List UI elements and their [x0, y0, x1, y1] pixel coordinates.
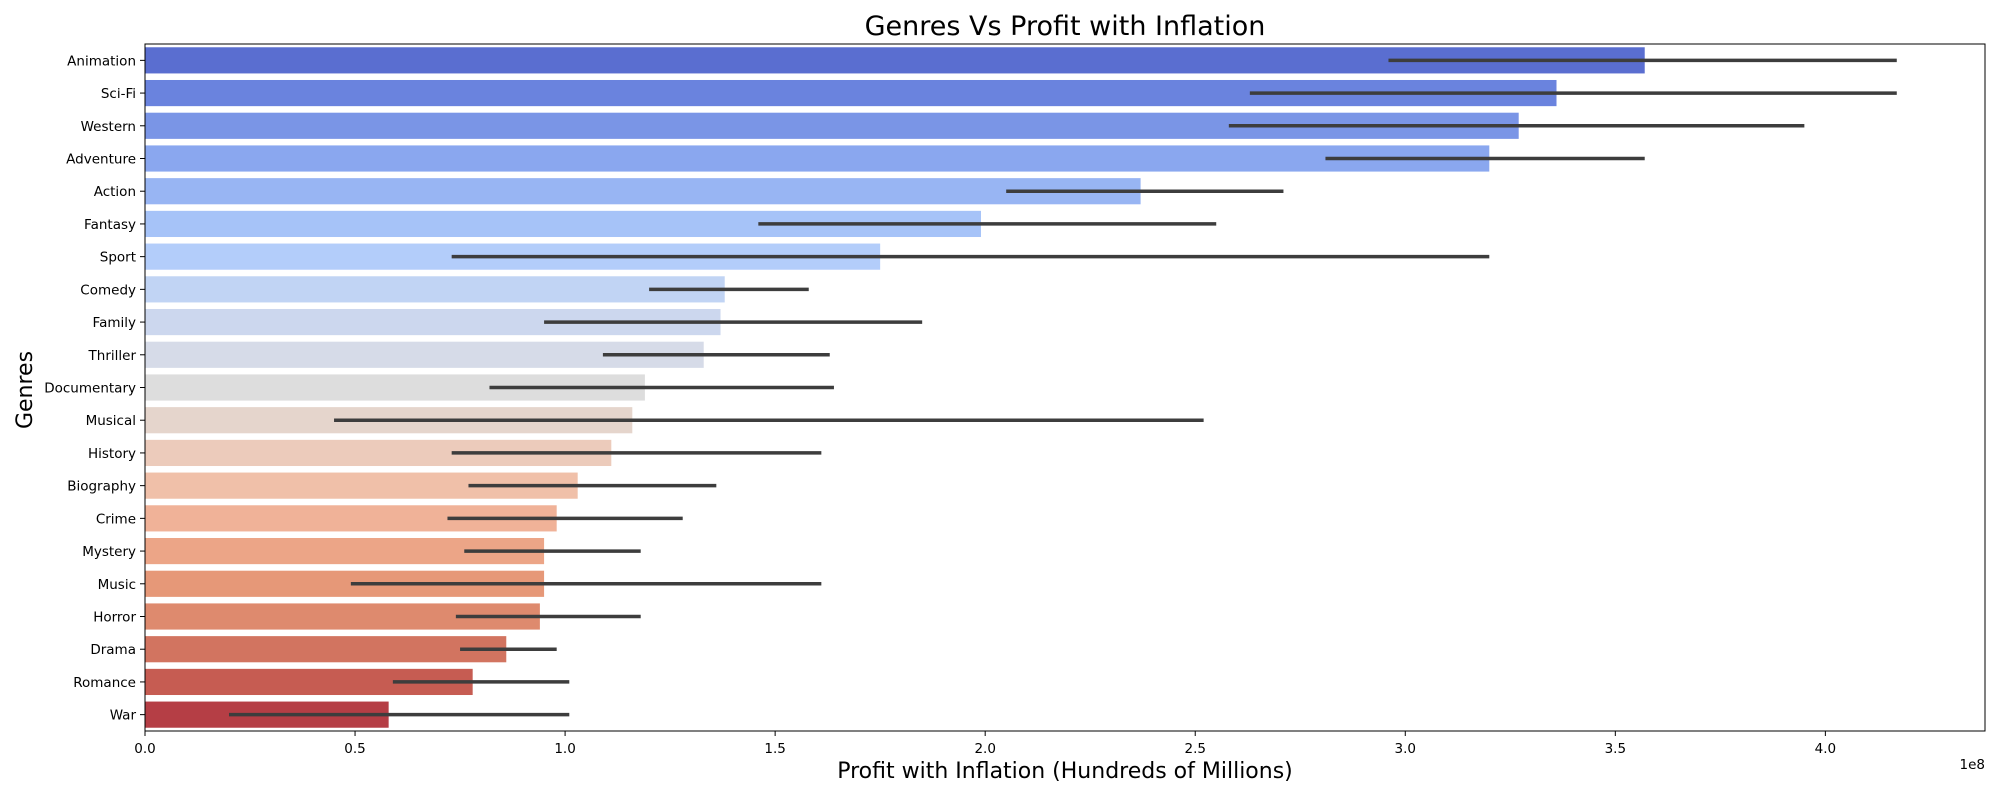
y-tick-label: Mystery — [82, 544, 136, 560]
bar-comedy — [145, 276, 725, 303]
y-tick-label: History — [88, 446, 136, 462]
x-tick-label: 3.0 — [1395, 741, 1416, 757]
x-tick-label: 1.5 — [764, 741, 785, 757]
y-tick-label: Fantasy — [84, 217, 136, 233]
x-tick-label: 0.0 — [134, 741, 155, 757]
y-tick-label: Sport — [100, 250, 136, 266]
x-tick-label: 1.0 — [554, 741, 575, 757]
y-tick-label: Music — [98, 577, 136, 593]
x-tick-label: 3.5 — [1605, 741, 1626, 757]
y-tick-label: Comedy — [80, 282, 136, 298]
y-tick-label: Romance — [73, 675, 136, 691]
y-tick-label: Family — [93, 315, 136, 331]
y-tick-label: Drama — [90, 642, 136, 658]
y-tick-label: Documentary — [44, 381, 136, 397]
x-axis-label: Profit with Inflation (Hundreds of Milli… — [837, 759, 1293, 784]
bar-adventure — [145, 145, 1490, 172]
plot-frame — [144, 43, 1986, 732]
y-tick-label: Horror — [93, 610, 136, 626]
y-tick-label: Sci-Fi — [101, 86, 136, 102]
y-tick-label: Musical — [86, 413, 136, 429]
y-tick-label: Adventure — [66, 152, 136, 168]
y-tick-label: War — [110, 708, 137, 724]
chart-title: Genres Vs Profit with Inflation — [865, 11, 1266, 42]
x-tick-label: 2.5 — [1184, 741, 1205, 757]
x-tick-label: 2.0 — [974, 741, 995, 757]
x-tick-label: 0.5 — [344, 741, 365, 757]
bar-action — [145, 178, 1141, 205]
y-tick-label: Western — [81, 119, 136, 135]
y-tick-label: Thriller — [88, 348, 137, 364]
y-axis-label: Genres — [13, 351, 38, 429]
y-tick-label: Crime — [96, 511, 136, 527]
y-tick-label: Action — [94, 184, 136, 200]
x-tick-label: 4.0 — [1815, 741, 1836, 757]
y-tick-label: Biography — [67, 479, 136, 495]
bar-drama — [145, 636, 507, 663]
x-scale-label: 1e8 — [1960, 757, 1985, 773]
y-tick-label: Animation — [67, 53, 136, 69]
